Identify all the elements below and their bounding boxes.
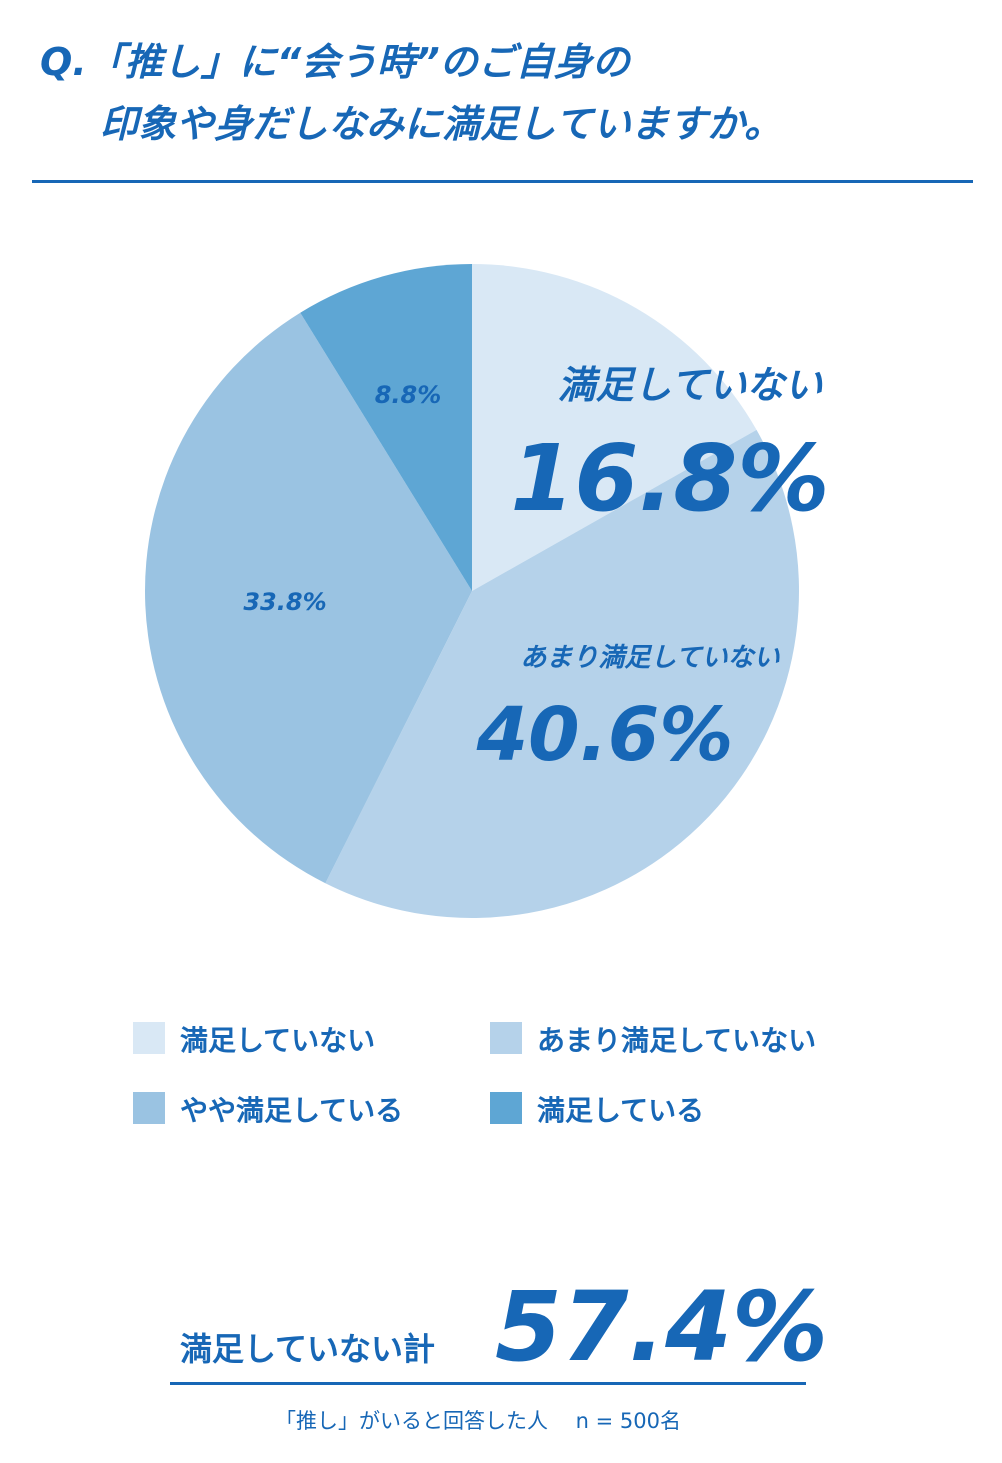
total-value: 57.4%: [495, 1271, 828, 1383]
legend-swatch: [490, 1092, 522, 1124]
slice-value: 8.8%: [375, 381, 442, 409]
slice-value: 16.8%: [510, 425, 829, 532]
pie-slice: [144, 312, 473, 884]
note: 「推し」がいると回答した人 n = 500名: [275, 1409, 681, 1433]
legend-label: やや満足している: [180, 1094, 403, 1127]
legend-label: あまり満足していない: [537, 1024, 816, 1057]
legend-swatch: [490, 1022, 522, 1054]
pie-slice: [472, 264, 757, 591]
legend-label: 満足していない: [180, 1024, 375, 1057]
total-rule: [170, 1382, 806, 1385]
legend-swatch: [133, 1022, 165, 1054]
slice-value: 33.8%: [243, 588, 326, 616]
title-line: Q.「推し」に“会う時”のご自身の: [40, 40, 632, 84]
title-rule: [32, 180, 973, 183]
pie-slice: [325, 429, 800, 918]
pie-slice: [300, 264, 472, 591]
legend-swatch: [133, 1092, 165, 1124]
slice-name: あまり満足していない: [520, 643, 780, 673]
total-label: 満足していない計: [180, 1330, 435, 1368]
slice-value: 40.6%: [476, 692, 734, 778]
title-line: 印象や身だしなみに満足していますか。: [100, 102, 782, 146]
legend-label: 満足している: [537, 1094, 704, 1127]
slice-name: 満足していない: [558, 363, 825, 407]
